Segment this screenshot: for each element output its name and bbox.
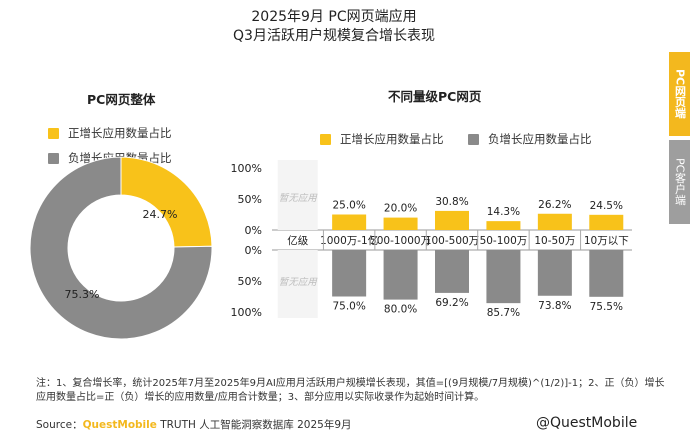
bar-label-positive: 25.0%: [332, 200, 365, 212]
y-tick-upper: 50%: [238, 193, 262, 206]
bar-negative: [486, 250, 521, 304]
tab-pc-client[interactable]: PC客户端: [669, 140, 690, 224]
legend-positive-swatch: [320, 133, 331, 145]
legend-positive-right: 正增长应用数量占比: [320, 131, 444, 147]
bar-label-negative: 75.0%: [332, 301, 365, 313]
footnote: 注：1、复合增长率，统计2025年7月至2025年9月AI应用月活跃用户规模增长…: [36, 378, 665, 403]
bar-positive: [486, 221, 521, 230]
bar-label-negative: 73.8%: [538, 300, 571, 312]
bar-negative: [383, 250, 418, 300]
legend-positive-left: 正增长应用数量占比: [48, 125, 172, 141]
tab-pc-web[interactable]: PC网页端: [669, 52, 690, 136]
chart-title-line2: Q3月活跃用户规模复合增长表现: [233, 28, 435, 44]
donut-chart: 24.7% 75.3%: [29, 156, 213, 340]
bar-label-positive: 20.0%: [384, 203, 417, 215]
source-line: Source：QuestMobile TRUTH 人工智能洞察数据库 2025年…: [36, 417, 352, 432]
y-tick-upper: 100%: [231, 162, 262, 175]
legend-negative-swatch: [48, 152, 59, 164]
legend-negative-swatch: [468, 133, 479, 145]
legend-positive-label: 正增长应用数量占比: [340, 132, 444, 146]
chart-title-line1: 2025年9月 PC网页端应用: [251, 9, 417, 25]
bar-label-positive: 14.3%: [487, 206, 520, 218]
empty-slot-lower: [277, 250, 318, 318]
left-panel-title: PC网页整体: [87, 92, 156, 107]
bar-positive: [589, 214, 624, 230]
legend-positive-swatch: [48, 127, 59, 139]
y-tick-lower: 0%: [245, 244, 262, 257]
bar-positive: [537, 213, 572, 230]
bar-label-positive: 30.8%: [435, 196, 468, 208]
y-tick-lower: 100%: [231, 306, 262, 319]
y-tick-upper: 0%: [245, 224, 262, 237]
legend-negative-label: 负增长应用数量占比: [488, 132, 592, 146]
donut-label-positive: 24.7%: [143, 208, 178, 221]
bar-negative: [435, 250, 469, 293]
donut-slice: [29, 156, 213, 340]
legend-positive-label: 正增长应用数量占比: [68, 126, 172, 140]
bar-label-negative: 69.2%: [435, 297, 468, 309]
legend-negative-right: 负增长应用数量占比: [468, 131, 592, 147]
y-tick-lower: 50%: [238, 275, 262, 288]
bar-positive: [435, 210, 469, 230]
category-label: 10-50万: [534, 235, 575, 247]
bar-positive: [332, 214, 367, 230]
category-label: 500-1000万: [370, 235, 431, 247]
no-app-label-lower: 暂无应用: [279, 276, 319, 288]
category-label: 100-500万: [425, 235, 479, 247]
category-label: 亿级: [287, 234, 308, 247]
bar-label-negative: 80.0%: [384, 304, 417, 316]
category-label: 1000万-1亿: [320, 234, 378, 247]
bar-label-negative: 75.5%: [590, 301, 623, 313]
no-app-label-upper: 暂无应用: [279, 192, 319, 204]
source-brand: QuestMobile: [82, 419, 157, 431]
category-label: 50-100万: [480, 235, 528, 247]
donut-label-negative: 75.3%: [65, 288, 100, 301]
empty-slot-upper: [277, 160, 318, 230]
bar-label-negative: 85.7%: [487, 307, 520, 319]
bar-negative: [589, 250, 624, 297]
source-prefix: Source：: [36, 419, 83, 431]
source-rest: TRUTH 人工智能洞察数据库 2025年9月: [156, 419, 352, 431]
watermark: @QuestMobile: [536, 415, 638, 431]
bar-chart: 100%50%0%0%50%100%亿级暂无应用暂无应用1000万-1亿25.0…: [231, 160, 632, 319]
bar-label-positive: 26.2%: [538, 199, 571, 211]
bar-positive: [383, 217, 418, 230]
category-label: 10万以下: [584, 235, 629, 247]
bar-negative: [332, 250, 367, 297]
bar-label-positive: 24.5%: [590, 200, 623, 212]
bar-negative: [537, 250, 572, 296]
right-panel-title: 不同量级PC网页: [388, 89, 482, 104]
